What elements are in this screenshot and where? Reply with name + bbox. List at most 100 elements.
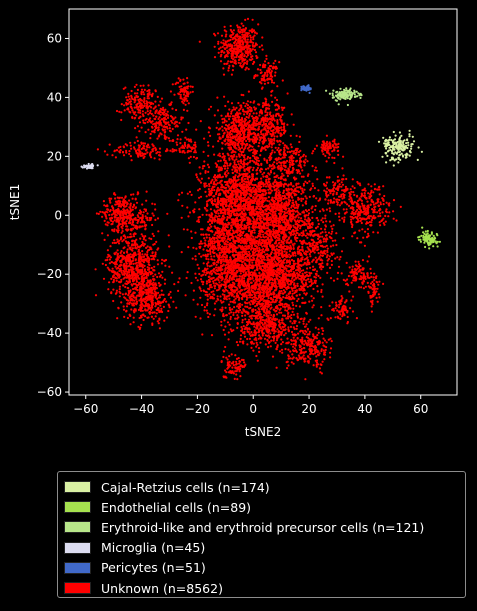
data-point: [169, 90, 172, 93]
data-point: [112, 280, 115, 283]
data-point: [156, 122, 159, 125]
data-point: [322, 145, 325, 148]
data-point: [225, 189, 228, 192]
data-point: [136, 125, 139, 128]
data-point: [149, 294, 152, 297]
data-point: [235, 48, 238, 51]
data-point: [167, 114, 170, 117]
data-point: [127, 92, 130, 95]
data-point: [253, 48, 257, 52]
data-point: [143, 104, 146, 108]
data-point: [178, 93, 181, 96]
data-point: [156, 259, 159, 262]
data-point: [130, 271, 133, 274]
data-point: [229, 182, 232, 185]
data-point: [257, 145, 260, 148]
data-point: [128, 256, 131, 259]
data-point: [220, 167, 224, 170]
data-point: [277, 165, 280, 168]
data-point: [313, 147, 316, 150]
data-point: [265, 178, 268, 181]
data-point: [186, 228, 189, 231]
data-point: [253, 152, 256, 156]
data-point: [201, 228, 204, 231]
data-point: [148, 270, 151, 273]
data-point: [180, 88, 184, 91]
data-point: [120, 196, 124, 199]
data-point: [156, 137, 159, 140]
data-point: [250, 191, 253, 194]
data-point: [128, 150, 131, 153]
data-point: [150, 101, 153, 104]
data-point: [108, 197, 111, 200]
data-point: [281, 79, 284, 82]
data-point: [215, 183, 218, 186]
data-point: [240, 210, 243, 213]
data-point: [186, 206, 189, 209]
data-point: [226, 152, 229, 155]
data-point: [223, 47, 226, 50]
data-point: [175, 121, 178, 124]
data-point: [288, 156, 291, 159]
data-point: [151, 306, 154, 309]
data-point: [262, 142, 265, 145]
data-point: [168, 265, 171, 268]
data-point: [124, 240, 128, 243]
data-point: [132, 316, 135, 319]
data-point: [337, 145, 340, 149]
data-point: [126, 202, 129, 205]
data-point: [110, 277, 113, 280]
data-point: [135, 278, 138, 281]
data-point: [324, 148, 327, 151]
data-point: [104, 214, 107, 217]
data-point: [224, 35, 227, 38]
data-point: [148, 119, 151, 122]
data-point: [298, 135, 301, 138]
data-point: [160, 124, 163, 127]
data-point: [229, 147, 232, 150]
data-point: [252, 117, 255, 120]
data-point: [124, 200, 127, 203]
data-point: [134, 309, 137, 312]
data-point: [229, 136, 232, 139]
data-point: [208, 198, 211, 201]
data-point: [154, 110, 157, 113]
data-point: [147, 316, 150, 319]
data-point: [253, 160, 256, 163]
data-point: [240, 28, 243, 31]
data-point: [131, 97, 134, 100]
data-point: [236, 231, 239, 234]
data-point: [241, 52, 244, 55]
data-point: [109, 245, 112, 248]
data-point: [236, 160, 239, 163]
data-point: [114, 197, 117, 200]
data-point: [213, 189, 216, 192]
data-point: [146, 309, 149, 312]
data-point: [281, 108, 284, 112]
data-point: [116, 252, 120, 255]
data-point: [241, 40, 244, 44]
data-point: [150, 266, 153, 270]
data-point: [207, 166, 211, 169]
data-point: [168, 245, 171, 248]
data-point: [129, 111, 132, 114]
data-point: [222, 197, 225, 200]
data-point: [169, 296, 172, 299]
data-point: [230, 155, 233, 158]
data-point: [282, 164, 285, 167]
data-point: [240, 186, 243, 189]
data-point: [149, 121, 152, 124]
data-point: [219, 208, 222, 211]
data-point: [252, 38, 255, 41]
data-point: [139, 261, 142, 264]
data-point: [146, 107, 149, 110]
data-point: [253, 128, 256, 131]
data-point: [275, 98, 279, 102]
data-point: [173, 122, 176, 125]
data-point: [264, 100, 268, 103]
data-point: [299, 172, 302, 175]
data-point: [299, 149, 302, 152]
data-point: [304, 218, 307, 221]
data-point: [130, 248, 133, 251]
data-point: [139, 270, 142, 274]
